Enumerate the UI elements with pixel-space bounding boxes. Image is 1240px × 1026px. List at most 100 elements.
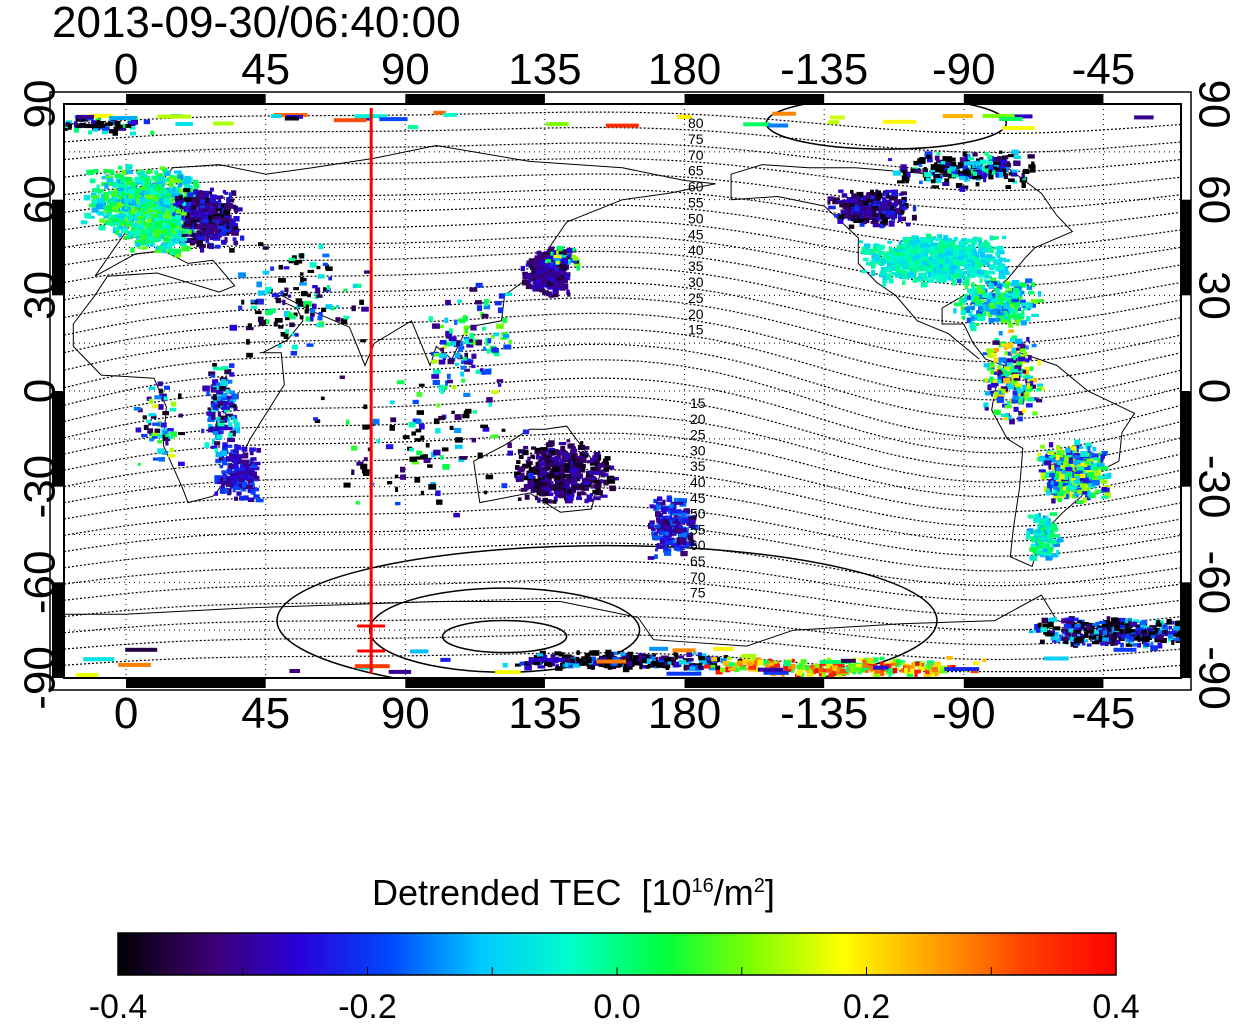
tec-pixel [220, 232, 226, 236]
tec-pixel [887, 241, 892, 244]
tec-pixel [217, 367, 224, 370]
tec-pixel [169, 435, 174, 439]
tec-pixel [1013, 315, 1016, 321]
tec-pixel [934, 274, 942, 278]
tec-pixel [1010, 369, 1018, 373]
tec-pixel [957, 279, 962, 283]
tec-pixel [1036, 388, 1041, 392]
tec-pixel [1007, 358, 1013, 362]
tec-pixel [559, 281, 562, 287]
tec-pixel [575, 475, 578, 478]
tec-pixel [881, 271, 887, 276]
tec-pixel [475, 300, 482, 304]
tec-pixel [854, 197, 859, 201]
tec-pixel [999, 357, 1007, 362]
tec-pixel [955, 269, 963, 275]
tec-pixel [457, 299, 462, 303]
tec-pixel [210, 188, 214, 192]
tec-pixel [571, 449, 577, 452]
tec-pixel [498, 307, 503, 313]
tec-pixel [112, 206, 119, 210]
tec-pixel [211, 374, 216, 377]
tec-pixel [900, 164, 906, 170]
tec-pixel [894, 200, 899, 206]
tec-pixel [1024, 392, 1030, 396]
tec-pixel [531, 446, 536, 449]
tec-pixel [1013, 288, 1019, 294]
tec-pixel [882, 259, 886, 264]
tec-pixel [143, 415, 147, 419]
tec-pixel [910, 263, 915, 268]
tec-pixel [1034, 533, 1042, 536]
tec-pixel [104, 183, 109, 189]
tec-pixel [986, 348, 994, 353]
tec-pixel [231, 220, 234, 224]
tec-pixel [229, 363, 234, 368]
tec-pixel [498, 383, 501, 387]
tec-pixel [99, 225, 106, 230]
tec-pixel [567, 439, 571, 442]
tec-pixel [939, 259, 944, 264]
tec-pixel [565, 455, 570, 460]
tec-pixel [145, 239, 148, 242]
tec-pixel [994, 372, 998, 375]
tec-pixel [595, 482, 602, 488]
tec-pixel [131, 183, 136, 188]
tec-pixel [1010, 310, 1017, 314]
tec-pixel [650, 524, 654, 527]
tec-pixel [1101, 496, 1108, 499]
tec-pixel [901, 191, 907, 195]
tec-pixel [1030, 366, 1034, 371]
tec-pixel [954, 246, 959, 250]
tec-pixel [665, 532, 669, 536]
tec-pixel [859, 240, 863, 243]
tec-pixel [547, 282, 553, 287]
tec-pixel [1092, 477, 1098, 480]
tec-pixel [155, 222, 163, 228]
tec-pixel [1074, 493, 1078, 496]
tec-pixel [543, 498, 549, 504]
tec-pixel [1013, 391, 1018, 396]
tec-pixel [1003, 378, 1010, 384]
tec-pixel [1049, 555, 1053, 559]
tec-pixel [907, 257, 913, 263]
tec-pixel [215, 245, 221, 249]
tec-pixel [194, 223, 197, 227]
tec-pixel [175, 201, 182, 205]
tec-pixel [1036, 549, 1043, 554]
tec-pixel [579, 456, 585, 459]
tec-pixel [991, 305, 995, 309]
tec-pixel [1049, 473, 1055, 477]
tec-pixel [1087, 446, 1090, 452]
tec-pixel [131, 207, 136, 211]
tec-pixel [161, 223, 168, 226]
tec-pixel [1044, 461, 1051, 466]
tec-pixel [124, 199, 130, 203]
tec-pixel [1010, 304, 1014, 307]
tec-pixel [1065, 467, 1072, 471]
tec-pixel [936, 178, 942, 183]
tec-pixel [1002, 236, 1006, 239]
tec-pixel [225, 389, 229, 393]
tec-pixel [527, 457, 531, 461]
tec-pixel [141, 434, 147, 437]
tec-pixel [894, 273, 900, 276]
tec-pixel [213, 395, 217, 401]
tec-pixel [556, 261, 559, 264]
tec-pixel [548, 500, 553, 503]
tec-pixel [991, 236, 999, 239]
tec-pixel [549, 461, 555, 466]
tec-pixel [928, 257, 932, 261]
tec-pixel [1100, 454, 1105, 459]
tec-pixel [1051, 481, 1054, 485]
tec-pixel [837, 201, 845, 204]
tec-pixel [256, 448, 261, 453]
tec-pixel [1037, 453, 1041, 456]
tec-pixel [224, 205, 231, 210]
tec-pixel [139, 226, 144, 230]
tec-pixel [977, 170, 982, 176]
tec-pixel [210, 195, 217, 200]
tec-pixel [187, 230, 191, 235]
tec-pixel [982, 259, 987, 263]
tec-pixel [238, 478, 244, 482]
